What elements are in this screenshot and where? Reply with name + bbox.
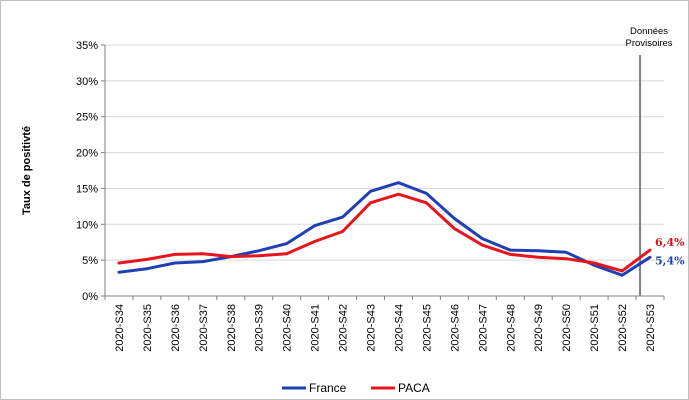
x-tick-label: 2020-S52 xyxy=(617,304,629,352)
y-tick-label: 25% xyxy=(76,112,98,124)
x-tick-label: 2020-S37 xyxy=(198,304,210,352)
annotation-line-2: Provisoires xyxy=(626,38,673,49)
x-tick-label: 2020-S48 xyxy=(505,304,517,352)
x-tick-label: 2020-S46 xyxy=(449,304,461,352)
x-tick-label: 2020-S41 xyxy=(310,304,322,352)
x-tick-label: 2020-S38 xyxy=(226,304,238,352)
x-tick-label: 2020-S50 xyxy=(561,304,573,352)
y-tick-label: 15% xyxy=(76,183,98,195)
end-value-labels: 6,4% 5,4% xyxy=(655,236,685,267)
x-tick-label: 2020-S53 xyxy=(645,304,657,352)
end-label-france: 5,4% xyxy=(655,254,685,267)
legend-label-paca: PACA xyxy=(398,381,430,395)
y-tick-label: 35% xyxy=(76,40,98,52)
x-tick-label: 2020-S47 xyxy=(477,304,489,352)
x-tick-label: 2020-S42 xyxy=(338,304,350,352)
gridlines xyxy=(105,44,664,261)
legend-label-france: France xyxy=(309,381,347,395)
x-tick-label: 2020-S39 xyxy=(254,304,266,352)
y-tick-label: 20% xyxy=(76,148,98,160)
annotation-line-1: Données xyxy=(630,26,668,37)
series-lines xyxy=(117,181,652,277)
x-tick-label: 2020-S40 xyxy=(282,304,294,352)
series-line-france xyxy=(117,181,652,277)
x-tick-label: 2020-S34 xyxy=(114,304,126,352)
end-label-paca: 6,4% xyxy=(655,236,685,249)
series-line-paca xyxy=(117,192,652,273)
y-axis-label: Taux de positivté xyxy=(21,126,33,215)
y-tick-label: 0% xyxy=(82,291,98,303)
legend: France PACA xyxy=(282,381,430,395)
x-tick-label: 2020-S45 xyxy=(421,304,433,352)
y-tick-label: 5% xyxy=(82,255,98,267)
x-tick-label: 2020-S51 xyxy=(589,304,601,352)
x-tick-label: 2020-S49 xyxy=(533,304,545,352)
x-tick-labels: 2020-S34 2020-S35 2020-S36 2020-S37 2020-S38… xyxy=(114,304,657,352)
x-tick-label: 2020-S36 xyxy=(170,304,182,352)
x-tick-label: 2020-S44 xyxy=(393,304,405,352)
y-tick-label: 10% xyxy=(76,219,98,231)
axes xyxy=(101,44,665,300)
y-tick-labels: 0% 5% 10% 15% 20% 25% 30% 35% xyxy=(76,40,98,303)
y-tick-label: 30% xyxy=(76,76,98,88)
x-tick-label: 2020-S35 xyxy=(142,304,154,352)
x-tick-label: 2020-S43 xyxy=(366,304,378,352)
